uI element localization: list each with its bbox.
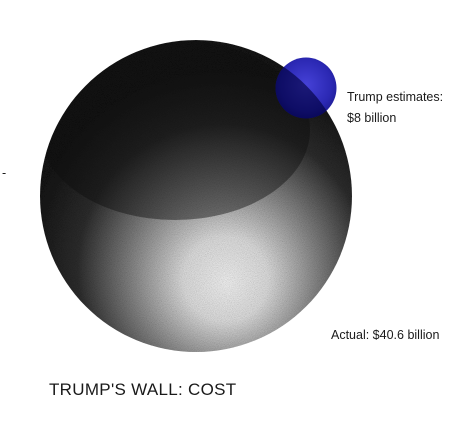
bubble-actual-group — [40, 40, 352, 352]
label-actual: Actual: $40.6 billion — [331, 328, 439, 342]
label-estimate-line-2: $8 billion — [347, 111, 396, 125]
stray-dash-mark: - — [2, 166, 6, 180]
chart-title: TRUMP'S WALL: COST — [49, 380, 236, 399]
bubble-estimate-group — [275, 57, 337, 119]
label-estimate-line-1: Trump estimates: — [347, 90, 443, 104]
bubble-actual-cost — [40, 40, 352, 352]
bubble-actual-shadow — [40, 40, 310, 220]
